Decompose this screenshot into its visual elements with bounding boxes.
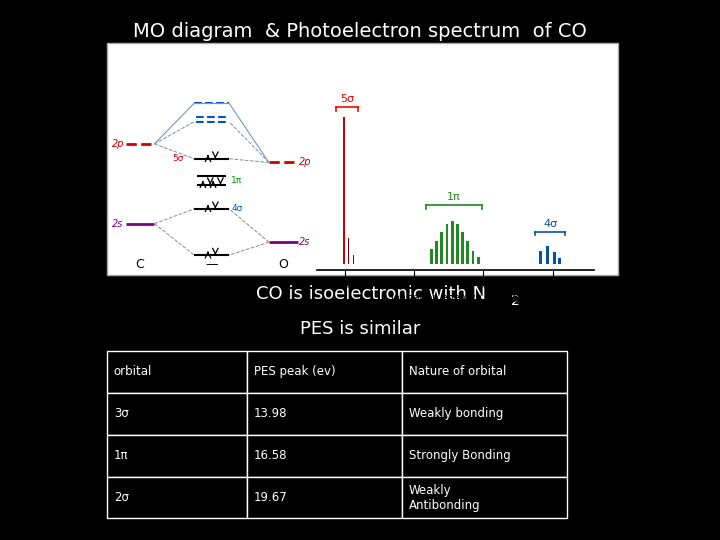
Bar: [451, 221, 454, 264]
Bar: [247, 351, 402, 393]
Bar: [402, 393, 567, 435]
Text: orbital: orbital: [114, 366, 152, 379]
Bar: [402, 351, 567, 393]
Text: 2: 2: [511, 294, 520, 308]
Text: 19.67: 19.67: [254, 491, 288, 504]
Text: PES is similar: PES is similar: [300, 320, 420, 339]
Text: 4σ: 4σ: [543, 219, 557, 229]
Bar: [553, 252, 556, 264]
Text: Weakly: Weakly: [409, 484, 451, 497]
Bar: [446, 225, 449, 264]
Text: 2s: 2s: [112, 219, 123, 228]
Bar: [430, 249, 433, 264]
Bar: [353, 255, 354, 264]
Text: Weakly bonding: Weakly bonding: [409, 407, 503, 420]
Text: 16.58: 16.58: [254, 449, 288, 462]
Bar: [247, 477, 402, 518]
Bar: [107, 477, 247, 518]
Bar: [247, 435, 402, 477]
Bar: [107, 435, 247, 477]
Text: 4σ: 4σ: [231, 204, 243, 213]
Text: Nature of orbital: Nature of orbital: [409, 366, 506, 379]
Bar: [402, 477, 567, 518]
Text: Antibonding: Antibonding: [409, 500, 480, 512]
Text: 13.98: 13.98: [254, 407, 288, 420]
Bar: [441, 232, 443, 264]
Text: C: C: [136, 258, 145, 271]
Bar: [107, 351, 247, 393]
Text: 3σ: 3σ: [114, 407, 128, 420]
Bar: [435, 241, 438, 264]
Bar: [462, 232, 464, 264]
Text: 1π: 1π: [114, 449, 128, 462]
Bar: [472, 251, 474, 264]
Text: 2s: 2s: [299, 237, 310, 247]
Bar: [558, 258, 561, 264]
Text: O: O: [279, 258, 288, 271]
Bar: [467, 241, 469, 264]
Bar: [477, 256, 480, 264]
Text: 1π: 1π: [231, 176, 243, 185]
Text: 5σ: 5σ: [172, 154, 184, 163]
Bar: [402, 435, 567, 477]
Text: PES peak (ev): PES peak (ev): [254, 366, 336, 379]
Text: MO diagram  & Photoelectron spectrum  of CO: MO diagram & Photoelectron spectrum of C…: [133, 22, 587, 40]
Text: 5σ: 5σ: [340, 94, 354, 104]
Text: —: —: [205, 258, 218, 271]
Bar: [456, 225, 459, 264]
Bar: [348, 238, 349, 264]
Text: 1π: 1π: [447, 192, 461, 202]
Text: 2p: 2p: [299, 158, 311, 167]
X-axis label: ionization energy / eV  —▶: ionization energy / eV —▶: [390, 293, 521, 303]
Bar: [546, 246, 549, 264]
Bar: [107, 393, 247, 435]
Bar: [539, 251, 542, 264]
Text: Strongly Bonding: Strongly Bonding: [409, 449, 510, 462]
Bar: [107, 43, 618, 275]
Text: 2σ: 2σ: [114, 491, 129, 504]
Bar: [343, 117, 345, 264]
Text: 2p: 2p: [112, 139, 124, 149]
Text: CO is isoelectronic with N: CO is isoelectronic with N: [256, 285, 486, 303]
Bar: [247, 393, 402, 435]
